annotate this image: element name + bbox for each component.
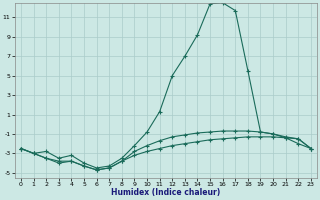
X-axis label: Humidex (Indice chaleur): Humidex (Indice chaleur) <box>111 188 220 197</box>
